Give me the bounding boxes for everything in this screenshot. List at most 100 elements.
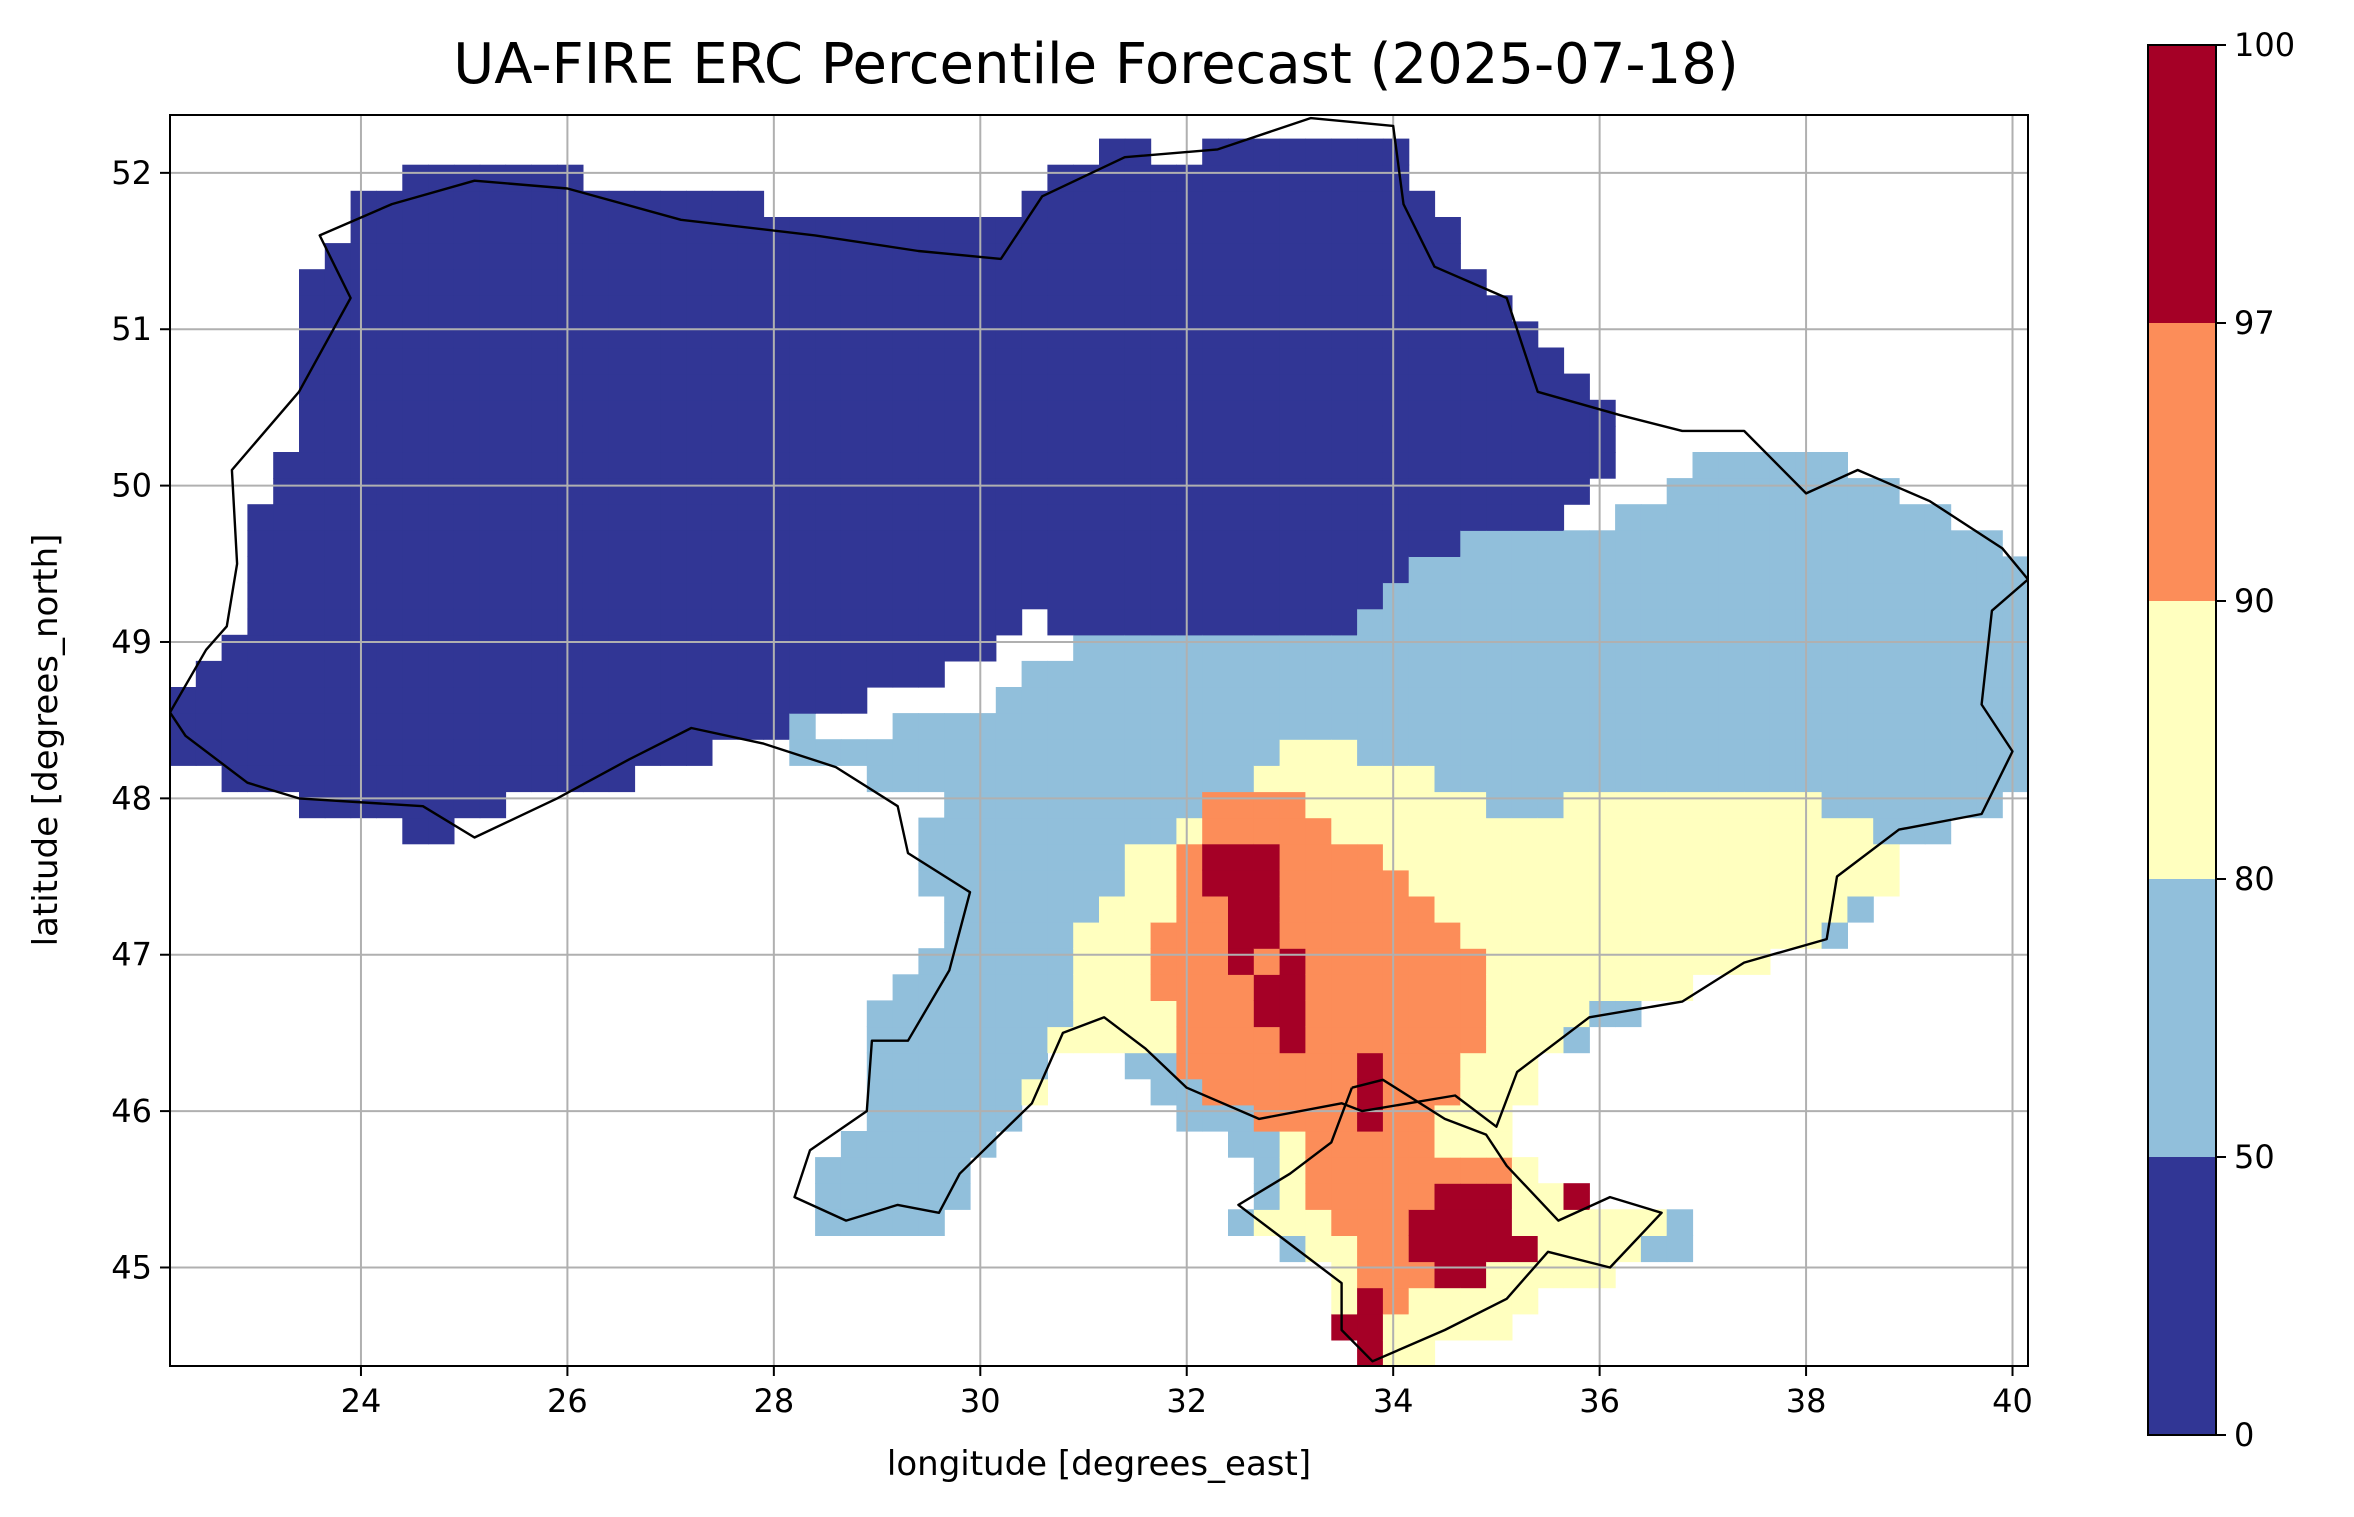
data-cell — [1434, 425, 1461, 453]
data-cell — [1640, 948, 1668, 975]
data-cell — [1434, 1183, 1461, 1210]
data-cell — [1382, 948, 1410, 975]
data-cell — [1511, 660, 1539, 688]
data-cell — [1795, 608, 1823, 636]
data-cell — [1382, 1104, 1410, 1132]
data-cell — [1228, 895, 1255, 923]
data-cell — [1124, 269, 1152, 296]
y-tick-label: 45 — [111, 1248, 152, 1286]
data-cell — [1099, 269, 1126, 296]
data-cell — [815, 504, 842, 531]
data-cell — [1666, 713, 1694, 740]
data-cell — [376, 713, 403, 740]
data-cell — [763, 295, 790, 322]
data-cell — [1150, 425, 1177, 453]
data-cell — [1718, 478, 1745, 505]
data-cell — [1718, 687, 1745, 714]
data-cell — [1331, 765, 1358, 793]
data-cell — [1331, 634, 1358, 662]
data-cell — [1099, 974, 1126, 1001]
data-cell — [1408, 791, 1436, 819]
data-cell — [737, 556, 765, 584]
data-cell — [1021, 243, 1048, 270]
data-cell — [840, 608, 868, 636]
data-cell — [1460, 843, 1487, 871]
data-cell — [505, 373, 532, 401]
data-cell — [1305, 713, 1332, 740]
data-cell — [479, 164, 507, 192]
data-cell — [1666, 948, 1694, 975]
data-cell — [1357, 1183, 1384, 1210]
data-cell — [557, 190, 584, 218]
data-cell — [1511, 974, 1539, 1001]
data-cell — [2002, 582, 2028, 610]
data-cell — [1408, 582, 1436, 610]
data-cell — [582, 765, 610, 793]
data-cell — [1305, 347, 1332, 375]
data-cell — [1821, 530, 1848, 557]
data-cell — [918, 739, 945, 766]
data-cell — [1073, 504, 1100, 531]
data-cell — [1279, 478, 1306, 505]
data-cell — [1228, 425, 1255, 453]
data-cell — [1899, 687, 1926, 714]
data-cell — [763, 478, 790, 505]
data-cell — [970, 974, 997, 1001]
data-cell — [686, 504, 713, 531]
data-cell — [1460, 1157, 1487, 1184]
data-cell — [299, 634, 326, 662]
data-cell — [840, 399, 868, 427]
data-cell — [1847, 556, 1874, 584]
data-cell — [1150, 243, 1177, 270]
data-cell — [1899, 556, 1926, 584]
data-cell — [1899, 791, 1926, 819]
data-cell — [557, 504, 584, 531]
data-cell — [737, 582, 765, 610]
data-cell — [789, 634, 816, 662]
data-cell — [970, 269, 997, 296]
data-cell — [1666, 687, 1694, 714]
data-cell — [892, 1209, 919, 1236]
data-cell — [1382, 1209, 1410, 1236]
data-cell — [970, 1104, 997, 1132]
data-cell — [918, 948, 945, 975]
data-cell — [918, 243, 945, 270]
data-cell — [324, 425, 352, 453]
data-cell — [1357, 478, 1384, 505]
data-cell — [1847, 765, 1874, 793]
data-cell — [1537, 765, 1565, 793]
data-cell — [866, 582, 894, 610]
data-cell — [1589, 869, 1616, 897]
data-cell — [970, 869, 997, 897]
data-cell — [1357, 295, 1384, 322]
data-cell — [892, 347, 919, 375]
data-cell — [1253, 295, 1281, 322]
data-cell — [634, 217, 661, 244]
data-cell — [1692, 817, 1719, 845]
data-cell — [1357, 869, 1384, 897]
data-cell — [995, 399, 1023, 427]
data-cell — [1202, 295, 1229, 322]
data-cell — [1382, 1235, 1410, 1263]
data-cell — [453, 608, 481, 636]
data-cell — [995, 765, 1023, 793]
data-cell — [428, 687, 455, 714]
data-cell — [1099, 713, 1126, 740]
data-cell — [402, 373, 429, 401]
data-cell — [1202, 713, 1229, 740]
data-cell — [1795, 634, 1823, 662]
data-cell — [737, 347, 765, 375]
data-cell — [402, 556, 429, 584]
data-cell — [866, 1078, 894, 1106]
data-cell — [1047, 425, 1074, 453]
data-cell — [1305, 582, 1332, 610]
data-cell — [866, 321, 894, 349]
data-cell — [1176, 922, 1203, 949]
data-cell — [1511, 713, 1539, 740]
data-cell — [1537, 347, 1565, 375]
data-cell — [995, 948, 1023, 975]
data-cell — [1769, 765, 1797, 793]
data-cell — [1150, 895, 1177, 923]
data-cell — [1615, 895, 1642, 923]
data-cell — [1769, 713, 1797, 740]
